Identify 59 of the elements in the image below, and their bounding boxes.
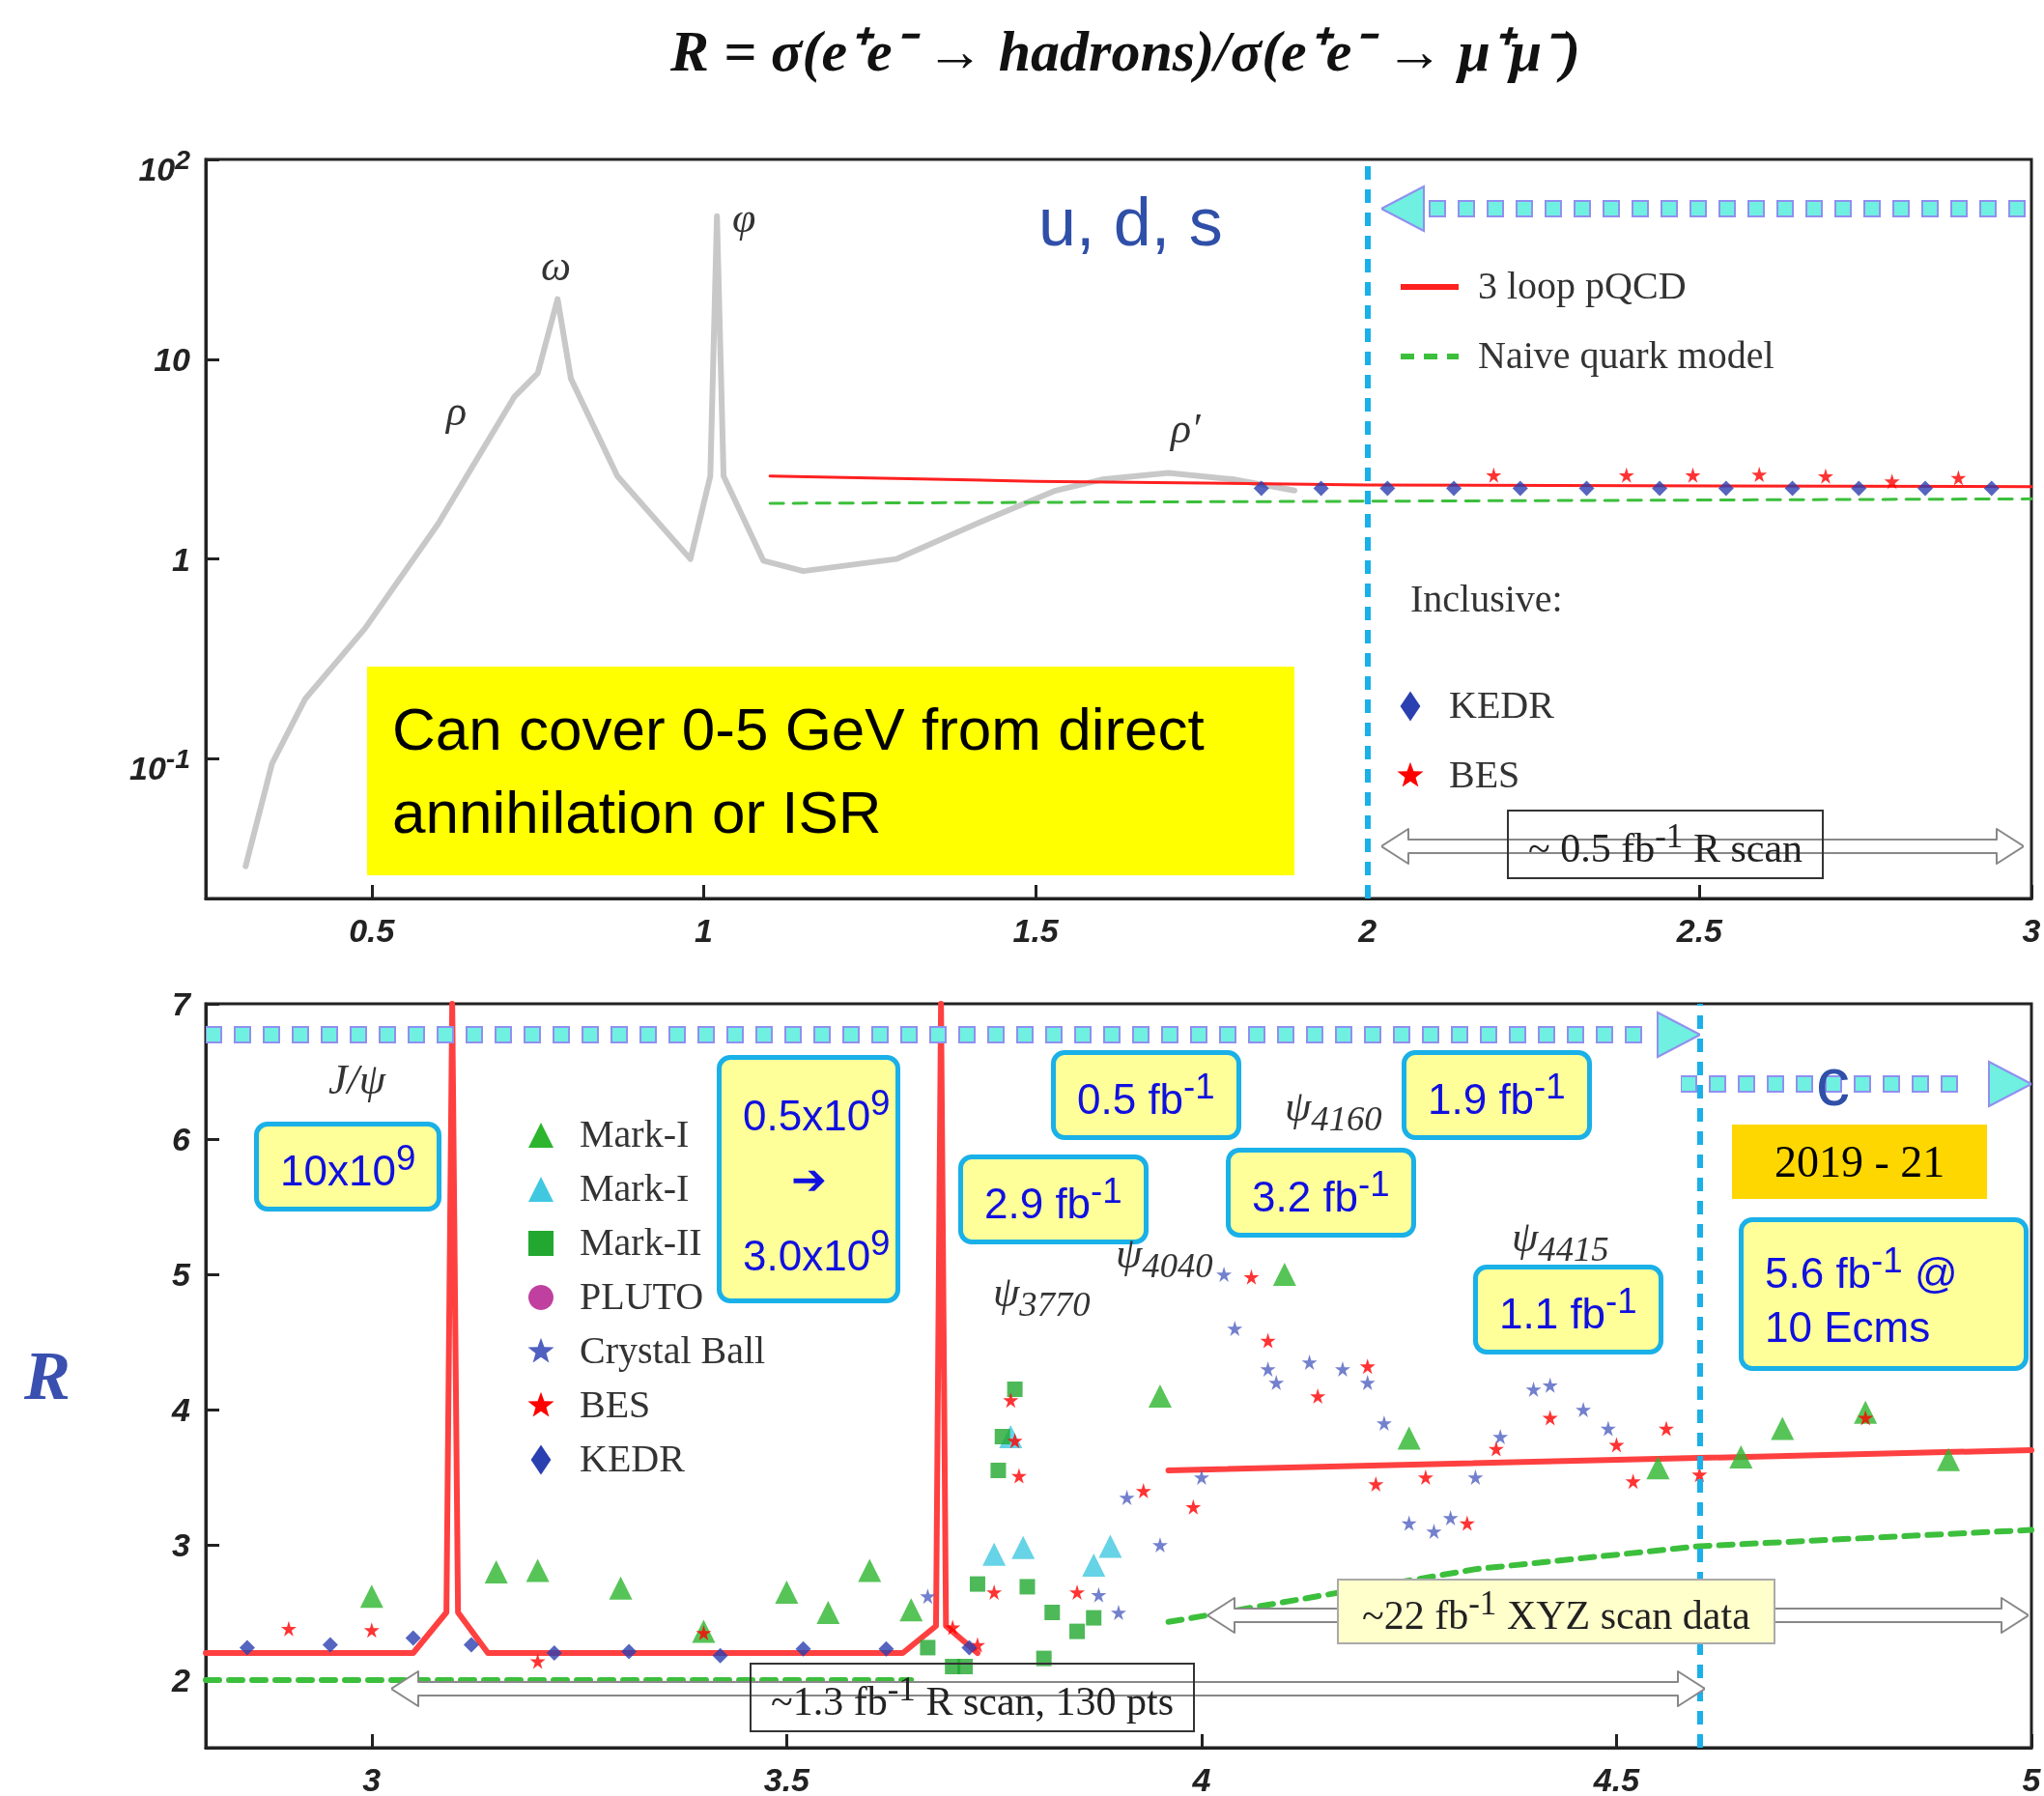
annotation: ρ′ [1171,404,1201,453]
x-tick-label: 1 [694,912,713,949]
y-tick-label: 2 [172,1661,190,1699]
annotation: 2.9 fb$^{-1}$ [984,1171,1122,1227]
chart-title: R = σ(e⁺e⁻ → hadrons)/σ(e⁺e⁻ → μ⁺μ⁻) [668,19,1581,83]
x-tick-label: 5 [2022,1761,2042,1796]
annotation: ρ [446,386,468,436]
annotation: ψ$_{4160}$ [1285,1082,1382,1139]
legend-label: KEDR [580,1436,686,1480]
annotation: φ [732,193,756,242]
y-tick-label: 7 [172,984,190,1023]
legend-label: Mark-II [580,1219,702,1264]
annotation: ψ$_{4415}$ [1512,1212,1609,1269]
text: 0.5x10$^{9}$ ➔ 3.0x10$^{9}$ [743,1083,891,1279]
annotation: 3.2 fb$^{-1}$ [1226,1148,1416,1238]
annotation: Can cover 0-5 GeV from direct annihilation or ISR [367,667,1294,875]
x-tick-label: 1.5 [1012,912,1060,949]
legend-label: Naive quark model [1478,332,1774,377]
y-tick-label: 4 [172,1390,190,1429]
x-tick-label: 2 [1357,912,1377,949]
annotation: ~22 fb$^{-1}$ XYZ scan data [1337,1579,1775,1644]
annotation: ψ$_{3770}$ [993,1268,1091,1325]
annotation: 10x10$^{9}$ [254,1122,442,1212]
annotation: ψ$_{4040}$ [1116,1229,1213,1286]
legend-label: PLUTO [580,1273,704,1318]
legend-label: Mark-I [580,1111,690,1155]
y-tick-label: 10$^{-1}$ [128,742,190,787]
legend-label: Mark-I [580,1165,690,1210]
annotation: c [1816,1043,1850,1121]
x-tick-label: 3 [2022,912,2041,949]
legend-label: 3 loop pQCD [1478,263,1687,307]
y-tick-label: 10$^{2}$ [138,143,190,188]
y-tick-label: 5 [172,1255,190,1294]
y-tick-label: 6 [172,1120,190,1158]
annotation: 2019 - 21 [1732,1125,1988,1199]
legend-label: BES [1449,752,1520,796]
annotation: ω [541,242,572,291]
annotation: 1.1 fb$^{-1}$ [1499,1281,1637,1337]
x-tick-label: 4.5 [1592,1761,1641,1796]
y-tick-label: 1 [172,539,190,579]
x-tick-label: 2.5 [1675,912,1724,949]
legend-title: Inclusive: [1410,576,1563,620]
y-tick-label: 3 [172,1525,190,1564]
x-tick-label: 0.5 [349,912,396,949]
annotation: u, d, s [1038,184,1223,261]
legend-label: KEDR [1449,682,1555,727]
y-axis-title: R [22,1337,71,1414]
annotation: 1.9 fb$^{-1}$ [1402,1050,1592,1140]
y-tick-label: 10 [154,339,190,379]
annotation: ~ 0.5 fb$^{-1}$ R scan [1507,810,1825,879]
x-tick-label: 4 [1191,1761,1211,1796]
x-tick-label: 3.5 [763,1761,811,1796]
annotation: ~1.3 fb$^{-1}$ R scan, 130 pts [750,1663,1196,1732]
legend-label: Crystal Ball [580,1327,766,1372]
x-tick-label: 3 [362,1761,382,1796]
annotation: 0.5 fb$^{-1}$ [1051,1050,1241,1140]
legend-label: BES [580,1382,651,1426]
annotation: J/ψ [328,1055,386,1104]
annotation: 5.6 fb$^{-1}$ @ 10 Ecms [1739,1217,2029,1371]
